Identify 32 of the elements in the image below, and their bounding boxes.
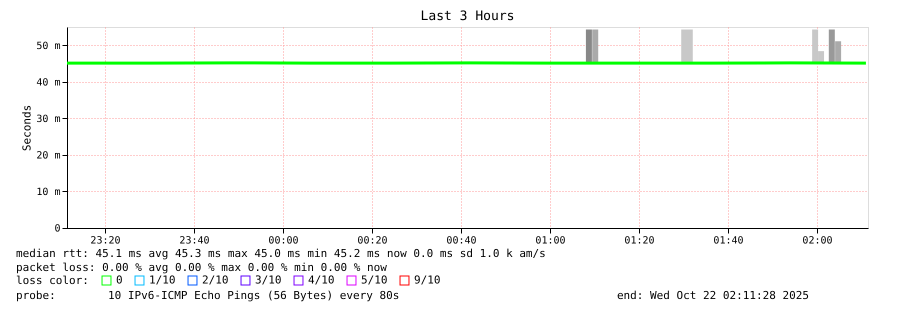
- x-tick-label: 02:00: [802, 236, 833, 246]
- legend-label: 1/10: [149, 274, 176, 287]
- x-tick-label: 01:00: [535, 236, 566, 246]
- legend-label: 3/10: [255, 274, 282, 287]
- x-tick-label: 00:20: [357, 236, 388, 246]
- x-tick-label: 00:00: [268, 236, 299, 246]
- y-tick-label: 0: [54, 224, 60, 234]
- text: 10 IPv6-ICMP Echo Pings (56 Bytes) every 80s: [108, 289, 400, 302]
- y-tick-label: 20 m: [36, 150, 60, 162]
- x-tick-label: 23:20: [90, 236, 121, 246]
- legend-label: 0: [116, 274, 123, 287]
- legend-label: 4/10: [308, 274, 334, 287]
- text: probe:: [16, 289, 56, 302]
- y-tick-label: 10 m: [36, 186, 60, 198]
- x-tick-label: 01:40: [713, 236, 744, 246]
- x-tick-label: 01:20: [624, 236, 655, 246]
- y-tick-label: 30 m: [36, 114, 60, 125]
- chart-title: Last 3 Hours: [420, 9, 514, 24]
- legend-label: 5/10: [361, 274, 388, 287]
- y-tick-label: 50 m: [36, 40, 60, 52]
- y-tick-label: 40 m: [36, 77, 60, 88]
- x-tick-label: 00:40: [446, 236, 477, 246]
- bar: [586, 30, 592, 64]
- legend-label: 9/10: [414, 274, 440, 287]
- text: median rtt: 45.1 ms avg 45.3 ms max 45.0 ms min 45.2 ms now 0.0 ms sd 1.0 k am/s: [16, 247, 546, 260]
- text: packet loss: 0.00 % avg 0.00 % max 0.00 % min 0.00 % now: [16, 261, 388, 274]
- text: end: Wed Oct 22 02:11:28 2025: [616, 289, 809, 302]
- legend-label: 2/10: [202, 274, 228, 287]
- x-tick-label: 23:40: [179, 236, 210, 246]
- bar: [592, 30, 598, 64]
- y-axis-title: Seconds: [20, 104, 34, 152]
- legend-title: loss color:: [16, 274, 89, 287]
